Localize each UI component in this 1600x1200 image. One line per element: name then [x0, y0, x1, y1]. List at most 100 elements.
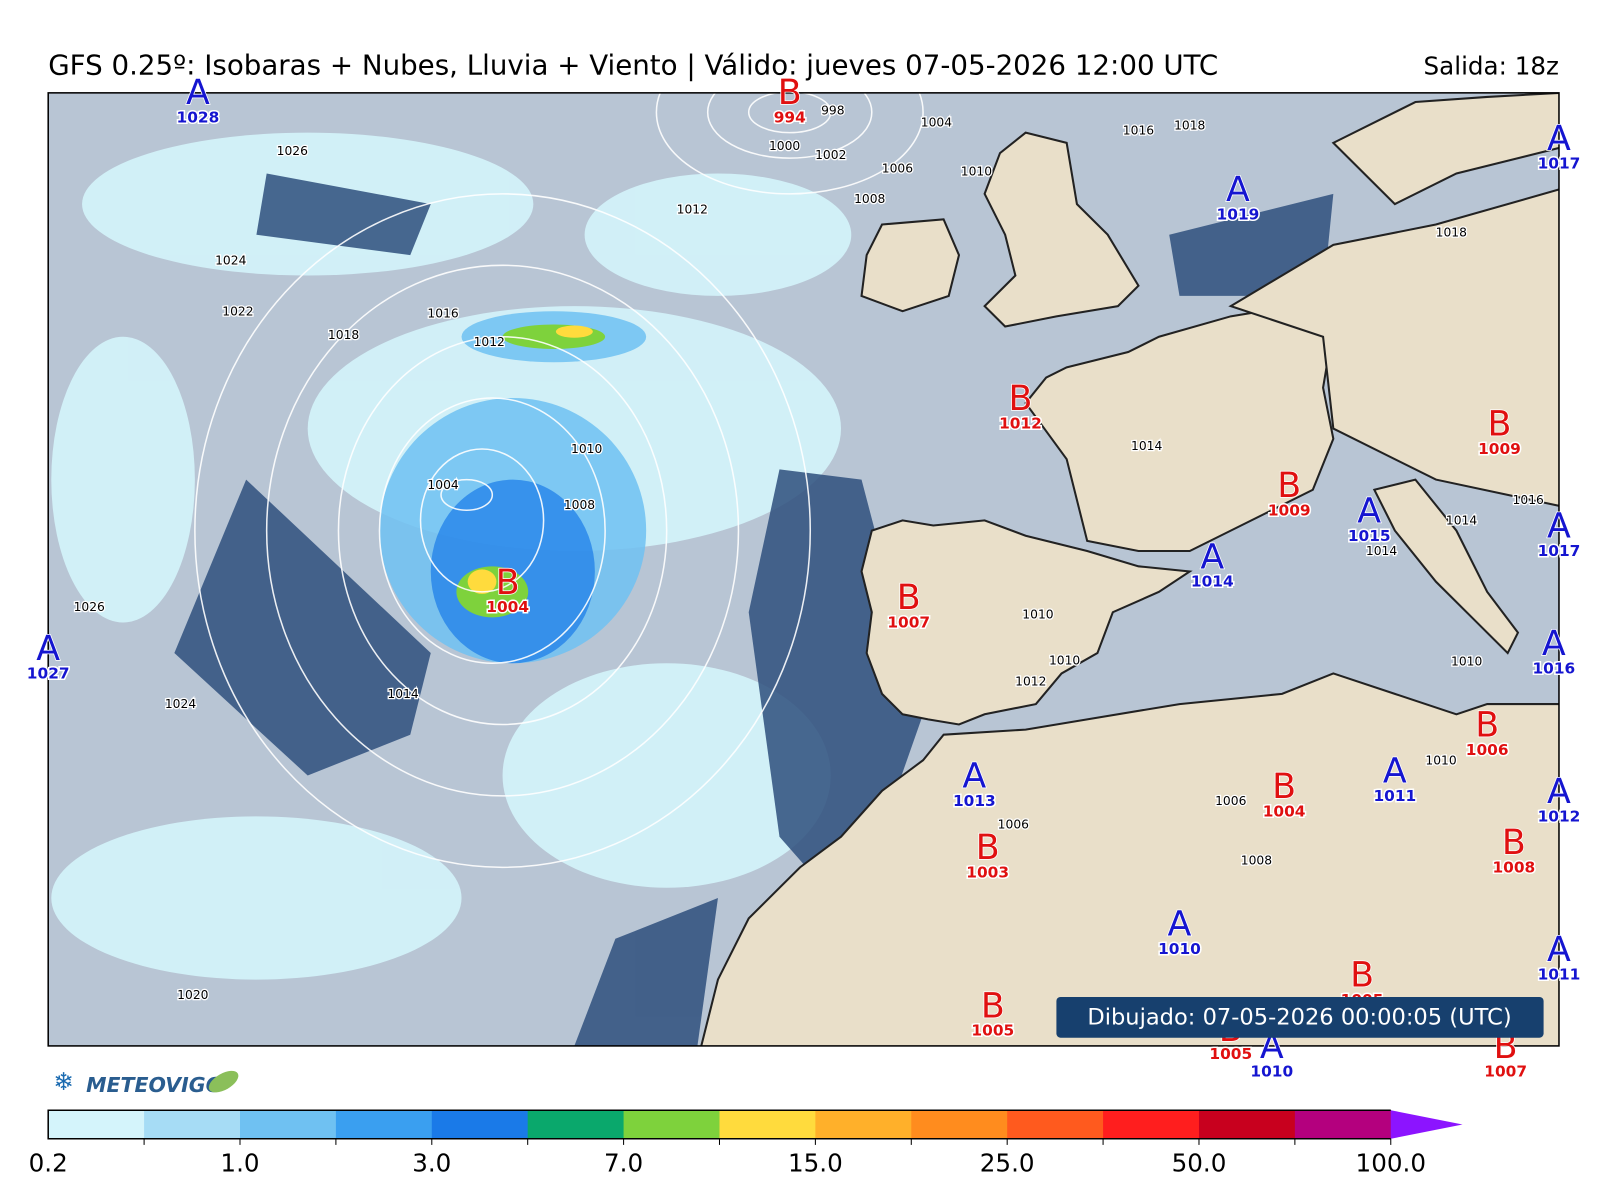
colorbar-segment: [240, 1110, 337, 1139]
isobar-label: 1010: [571, 442, 602, 456]
isobar-label: 1014: [1366, 544, 1397, 558]
isobar-label: 1014: [1131, 439, 1162, 453]
isobar-label: 1016: [427, 306, 458, 320]
colorbar-tick-label: 15.0: [788, 1148, 843, 1177]
colorbar-tick-label: 1.0: [220, 1148, 259, 1177]
center-value: 1006: [1466, 741, 1509, 759]
colorbar-segment: [1198, 1110, 1296, 1139]
isobar-label: 1012: [677, 202, 708, 216]
logo-leaf: [208, 1070, 239, 1093]
colorbar-arrow: [1390, 1110, 1463, 1139]
isobar-label: 1014: [387, 687, 418, 701]
center-value: 1019: [1217, 205, 1260, 223]
colorbar-segment: [911, 1110, 1008, 1139]
center-letter: B: [1272, 767, 1296, 807]
isobar-label: 1024: [215, 253, 246, 267]
isobar-label: 1024: [165, 697, 196, 711]
center-letter: B: [897, 578, 921, 618]
isobar-label: 1018: [1174, 119, 1205, 133]
colorbar-segment: [48, 1110, 145, 1139]
map: [48, 92, 1559, 1046]
isobar-label: 1022: [222, 304, 253, 318]
center-value: 994: [774, 108, 806, 126]
colorbar-tick-label: 25.0: [980, 1148, 1035, 1177]
isobar-label: 1004: [921, 116, 952, 130]
center-letter: A: [962, 757, 986, 797]
isobar-label: 1018: [1436, 226, 1467, 240]
center-letter: A: [186, 73, 210, 113]
map-frame: [47, 92, 1560, 1047]
center-letter: A: [1547, 507, 1571, 547]
center-value: 1003: [966, 864, 1009, 882]
isobar-label: 1010: [1022, 607, 1053, 621]
center-letter: A: [1547, 930, 1571, 970]
isobar-label: 1008: [1241, 853, 1272, 867]
center-value: 1027: [27, 665, 70, 683]
drawn-box: [1056, 996, 1544, 1038]
colorbar-segment: [144, 1110, 241, 1139]
title: GFS 0.25º: Isobaras + Nubes, Lluvia + Vi…: [48, 49, 1218, 82]
center-value: 1011: [1538, 966, 1581, 984]
center-letter: A: [1383, 752, 1407, 792]
colorbar-segment: [431, 1110, 529, 1139]
center-letter: A: [36, 629, 60, 669]
center-value: 1017: [1538, 542, 1581, 560]
center-value: 1014: [1191, 573, 1234, 591]
center-letter: B: [981, 986, 1005, 1026]
center-value: 1009: [1478, 440, 1521, 458]
center-letter: B: [1009, 379, 1033, 419]
logo: METEOVIGO: [86, 1073, 223, 1097]
isobar-label: 1010: [1425, 753, 1456, 767]
colorbar-tick-label: 0.2: [29, 1148, 68, 1177]
center-value: 1013: [953, 792, 996, 810]
colorbar-segment: [719, 1110, 816, 1139]
isobar-label: 1010: [1049, 653, 1080, 667]
colorbar-segment: [815, 1110, 912, 1139]
center-value: 1028: [177, 108, 220, 126]
isobar-label: 1026: [74, 600, 105, 614]
isobar-label: 1012: [474, 335, 505, 349]
center-value: 1012: [999, 415, 1042, 433]
isobar-label: 1008: [564, 498, 595, 512]
isobar-label: 1026: [277, 144, 308, 158]
center-letter: B: [1350, 956, 1374, 996]
center-letter: B: [1277, 466, 1301, 506]
center-letter: B: [1502, 823, 1526, 863]
isobar-label: 998: [821, 103, 844, 117]
isobar-label: 1020: [177, 988, 208, 1002]
center-letter: B: [778, 73, 802, 113]
isobar-label: 1016: [1123, 124, 1154, 138]
isobar-label: 1008: [854, 192, 885, 206]
run: Salida: 18z: [1424, 52, 1559, 81]
center-value: 1005: [971, 1022, 1014, 1040]
center-letter: A: [1547, 772, 1571, 812]
center-value: 1012: [1538, 807, 1581, 825]
center-value: 1017: [1538, 154, 1581, 172]
center-letter: B: [1475, 706, 1499, 746]
center-letter: A: [1547, 119, 1571, 159]
isobar-label: 1016: [1513, 493, 1544, 507]
isobar-label: 1006: [882, 161, 913, 175]
logo-icon: ❄: [53, 1067, 74, 1096]
isobar-label: 1012: [1015, 675, 1046, 689]
center-letter: A: [1542, 624, 1566, 664]
center-value: 1010: [1158, 940, 1201, 958]
isobar-label: 1006: [1215, 794, 1246, 808]
colorbar-segment: [1103, 1110, 1200, 1139]
colorbar-segment: [335, 1110, 433, 1139]
center-value: 1004: [1263, 802, 1306, 820]
colorbar-tick-label: 7.0: [604, 1148, 643, 1177]
colorbar-tick-label: 100.0: [1356, 1148, 1426, 1177]
center-value: 1010: [1250, 1063, 1293, 1081]
center-letter: A: [1200, 537, 1224, 577]
colorbar-tick-label: 3.0: [412, 1148, 451, 1177]
center-letter: B: [496, 563, 520, 603]
center-value: 1015: [1348, 527, 1391, 545]
isobar-label: 1010: [1451, 654, 1482, 668]
colorbar-segment: [623, 1110, 720, 1139]
center-letter: A: [1357, 492, 1381, 532]
center-value: 1007: [887, 614, 930, 632]
center-letter: B: [976, 828, 1000, 868]
